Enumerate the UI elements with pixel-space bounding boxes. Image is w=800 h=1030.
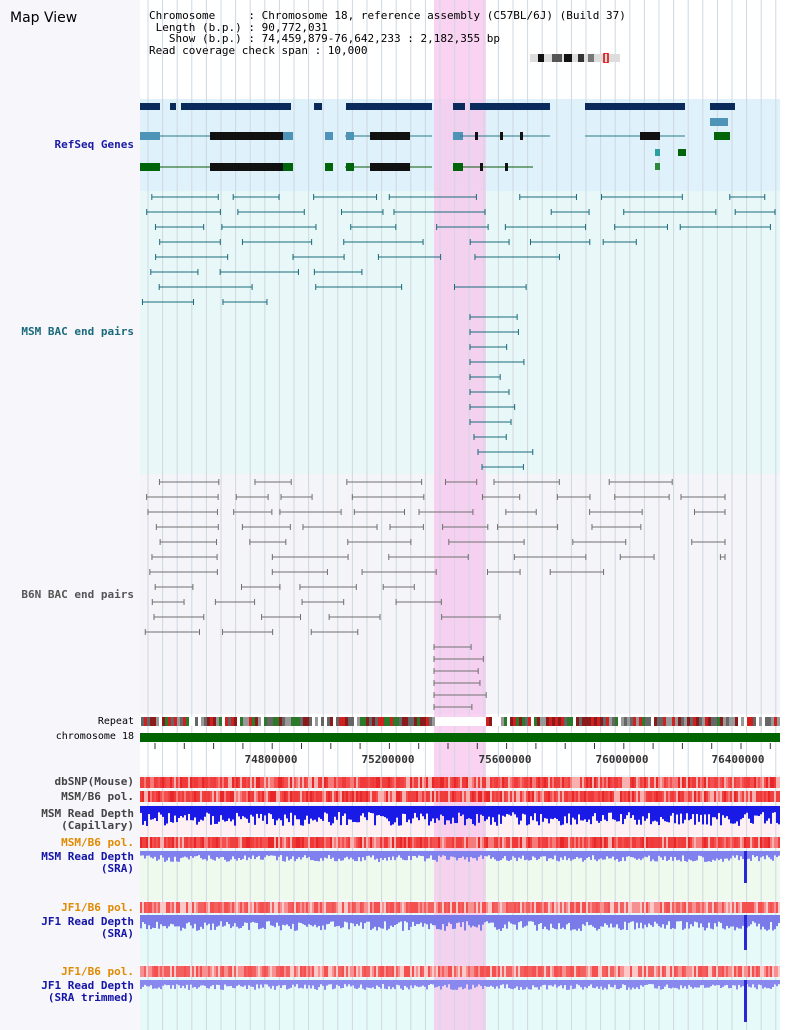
region-info-block: Chromosome : Chromosome 18, reference as… xyxy=(149,10,626,56)
heat-strip-tracks xyxy=(140,777,780,977)
chromosome-ideogram[interactable] xyxy=(530,53,620,63)
track-label-jf1-pol-2[interactable]: JF1/B6 pol. xyxy=(61,965,134,978)
coverage-span-line: Read coverage check span : 10,000 xyxy=(149,43,368,57)
page-title: Map View xyxy=(10,10,78,26)
track-label-jf1-pol-1[interactable]: JF1/B6 pol. xyxy=(61,901,134,914)
axis-tick-label: 75600000 xyxy=(479,753,532,766)
read-depth-tracks xyxy=(140,806,780,1022)
axis-tick-label: 76000000 xyxy=(596,753,649,766)
axis-tick-label: 74800000 xyxy=(245,753,298,766)
axis-tick-label: 76400000 xyxy=(712,753,765,766)
track-label-jf1-depth-sra[interactable]: JF1 Read Depth (SRA) xyxy=(41,915,134,940)
track-label-panel xyxy=(0,0,140,1030)
track-label-msm-bac[interactable]: MSM BAC end pairs xyxy=(21,325,134,338)
msm-bac-end-pair-features xyxy=(141,194,776,470)
depth-spike xyxy=(744,915,747,950)
track-label-msm-pol-1[interactable]: MSM/B6 pol. xyxy=(61,790,134,803)
selected-region-highlight xyxy=(434,0,486,1030)
track-label-msm-depth-sra[interactable]: MSM Read Depth (SRA) xyxy=(41,850,134,875)
depth-spike xyxy=(744,980,747,1022)
show-range-line: Show (b.p.) : 74,459,879-76,642,233 : 2,… xyxy=(149,32,500,45)
track-label-jf1-depth-trim[interactable]: JF1 Read Depth (SRA trimmed) xyxy=(41,979,134,1004)
track-label-refseq[interactable]: RefSeq Genes xyxy=(54,138,134,151)
track-label-chromosome[interactable]: chromosome 18 xyxy=(55,731,134,742)
depth-spike xyxy=(744,851,747,883)
refseq-gene-models xyxy=(140,103,735,171)
length-line: Length (b.p.) : 90,772,031 xyxy=(149,20,328,34)
axis-tick-label: 75200000 xyxy=(362,753,415,766)
chromosome-line: Chromosome : Chromosome 18, reference as… xyxy=(149,9,626,22)
track-label-msm-depth-capillary[interactable]: MSM Read Depth (Capillary) xyxy=(41,807,134,832)
repeat-track-bar xyxy=(141,717,780,726)
track-label-b6n-bac[interactable]: B6N BAC end pairs xyxy=(21,588,134,601)
track-label-msm-pol-2[interactable]: MSM/B6 pol. xyxy=(61,836,134,849)
position-axis: 74800000 75200000 75600000 76000000 76400000 xyxy=(154,743,771,766)
track-label-repeat[interactable]: Repeat xyxy=(97,716,134,727)
chromosome-18-bar xyxy=(140,733,780,742)
b6n-bac-end-pair-features xyxy=(144,479,726,710)
track-label-dbsnp[interactable]: dbSNP(Mouse) xyxy=(54,775,134,788)
